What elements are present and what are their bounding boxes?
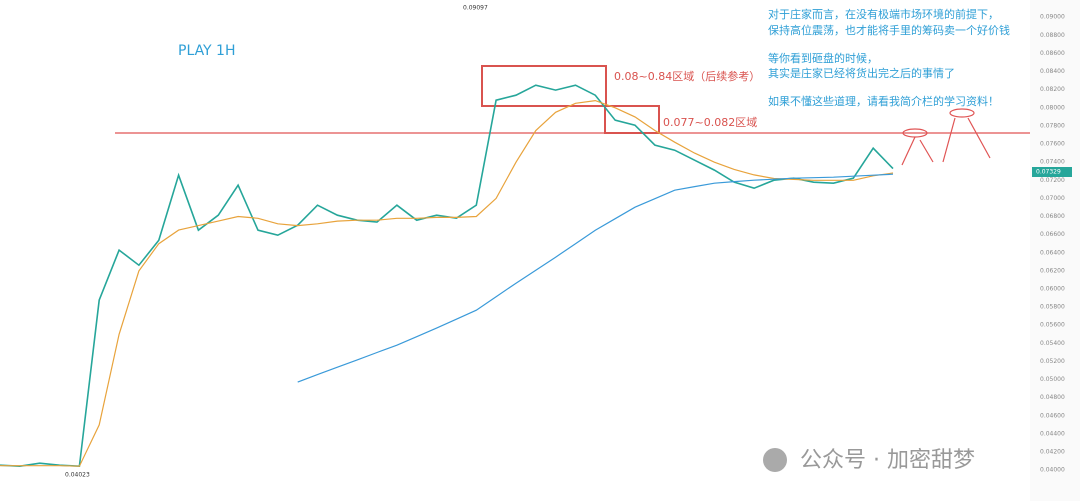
high-label: 0.09097	[463, 5, 488, 12]
note: 其实是庄家已经将货出完之后的事情了	[768, 66, 955, 80]
y-tick-label: 0.05400	[1040, 340, 1065, 347]
y-tick-label: 0.06600	[1040, 231, 1065, 238]
zone-label: 0.077~0.082区域	[663, 116, 757, 129]
last-price-tag	[1032, 167, 1072, 177]
zone-box	[604, 105, 660, 134]
series-line	[0, 84, 894, 468]
y-tick-label: 0.08600	[1040, 50, 1065, 57]
y-tick-label: 0.07600	[1040, 141, 1065, 148]
y-tick-label: 0.08000	[1040, 104, 1065, 111]
y-tick-label: 0.08800	[1040, 32, 1065, 39]
y-tick-label: 0.06800	[1040, 213, 1065, 220]
y-tick-label: 0.04200	[1040, 449, 1065, 456]
y-tick-label: 0.06000	[1040, 286, 1065, 293]
y-tick-label: 0.07000	[1040, 195, 1065, 202]
last-price: 0.07329	[1036, 169, 1061, 176]
y-tick-label: 0.04000	[1040, 467, 1065, 474]
series-line	[297, 173, 894, 383]
series-line	[0, 99, 894, 467]
forecast-arrows	[901, 108, 991, 166]
y-tick-label: 0.05000	[1040, 376, 1065, 383]
y-tick-label: 0.07200	[1040, 177, 1065, 184]
y-tick-label: 0.07400	[1040, 159, 1065, 166]
note: 对于庄家而言，在没有极端市场环境的前提下，	[768, 7, 999, 21]
y-tick-label: 0.06200	[1040, 267, 1065, 274]
note: 如果不懂这些道理，请看我简介栏的学习资料！	[768, 94, 999, 108]
low-label: 0.04023	[65, 472, 90, 479]
y-tick-label: 0.04800	[1040, 394, 1065, 401]
zone-label: 0.08~0.84区域（后续参考）	[614, 69, 760, 83]
y-tick-label: 0.05200	[1040, 358, 1065, 365]
y-tick-label: 0.08200	[1040, 86, 1065, 93]
zone-box	[481, 65, 607, 107]
note: 等你看到砸盘的时候，	[768, 51, 878, 65]
y-tick-label: 0.06400	[1040, 249, 1065, 256]
y-tick-label: 0.04600	[1040, 412, 1065, 419]
y-tick-label: 0.08400	[1040, 68, 1065, 75]
y-tick-label: 0.05800	[1040, 304, 1065, 311]
watermark: 公众号 · 加密甜梦	[800, 448, 975, 473]
note: 保持高位震荡，也才能将手里的筹码卖一个好价钱	[768, 23, 1010, 37]
chart-title: PLAY 1H	[178, 43, 236, 59]
price-axis-bg	[1030, 0, 1080, 501]
y-tick-label: 0.05600	[1040, 322, 1065, 329]
y-tick-label: 0.04400	[1040, 430, 1065, 437]
wechat-icon	[763, 448, 787, 472]
y-tick-label: 0.07800	[1040, 122, 1065, 129]
y-tick-label: 0.09000	[1040, 14, 1065, 21]
